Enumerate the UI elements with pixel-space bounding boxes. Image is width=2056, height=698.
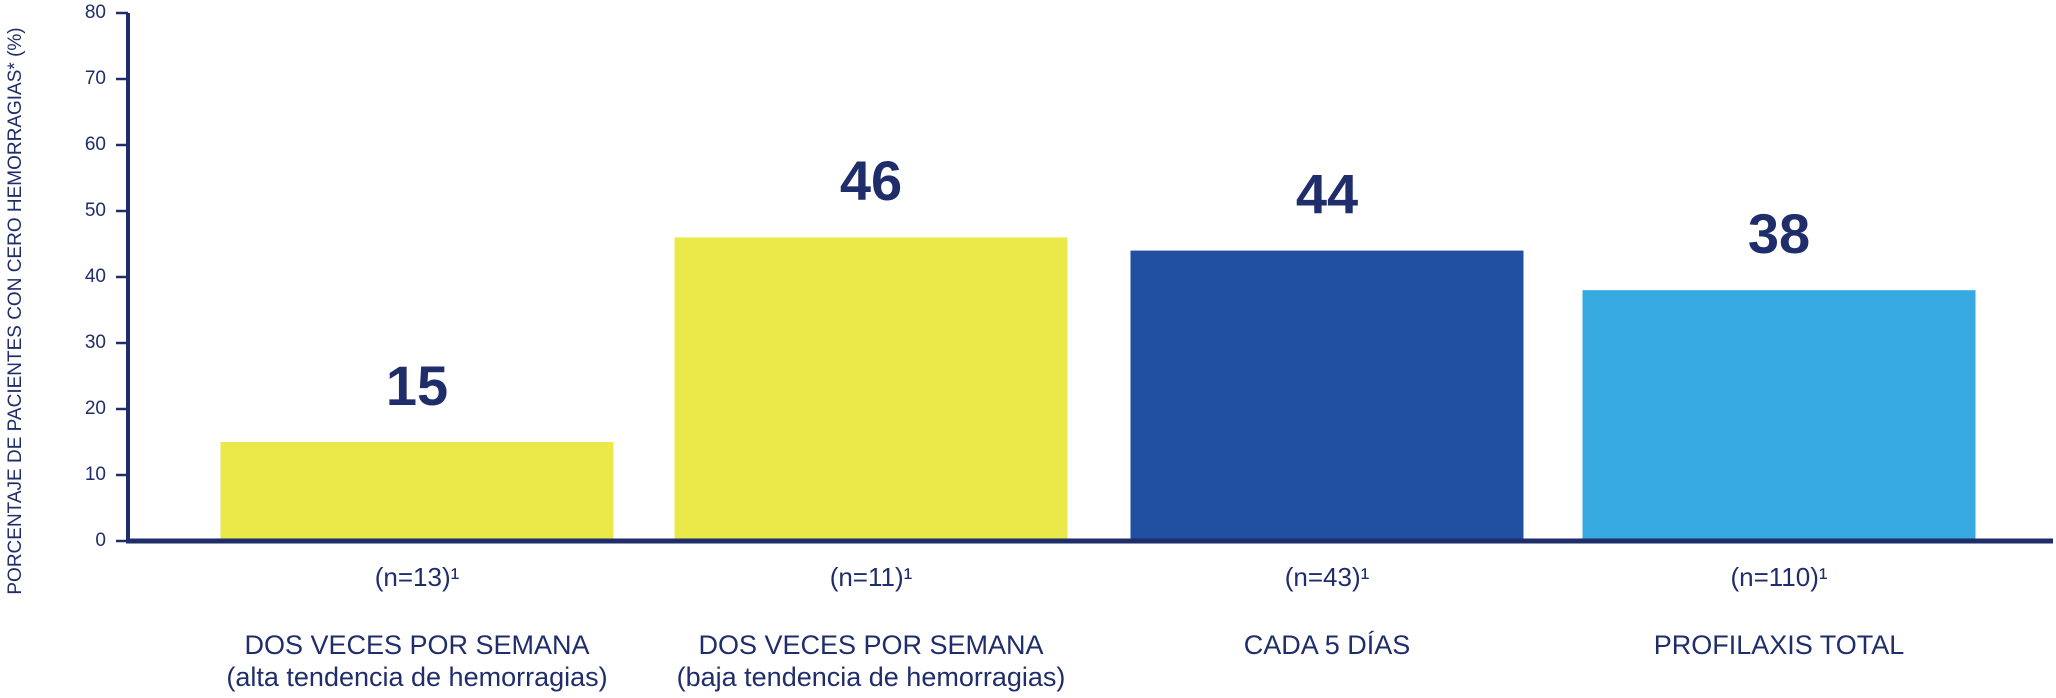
sample-size: (n=13)¹ <box>375 562 460 592</box>
bar <box>1582 290 1976 541</box>
x-tick-label: (alta tendencia de hemorragias) <box>226 662 607 692</box>
y-axis-title: PORCENTAJE DE PACIENTES CON CERO HEMORRA… <box>5 27 26 594</box>
x-tick-label: PROFILAXIS TOTAL <box>1654 630 1905 660</box>
y-tick-label: 40 <box>85 266 106 287</box>
y-tick-label: 0 <box>95 530 106 551</box>
y-tick-label: 60 <box>85 134 106 155</box>
sample-size: (n=43)¹ <box>1285 562 1370 592</box>
y-tick-label: 30 <box>85 332 106 353</box>
bar <box>674 237 1068 541</box>
x-tick-label: (baja tendencia de hemorragias) <box>677 662 1066 692</box>
y-tick-label: 70 <box>85 68 106 89</box>
bar <box>220 442 614 541</box>
value-label: 38 <box>1748 202 1810 265</box>
value-label: 46 <box>840 149 902 212</box>
x-tick-label: DOS VECES POR SEMANA <box>698 630 1043 660</box>
y-tick-label: 10 <box>85 464 106 485</box>
y-tick-label: 80 <box>85 2 106 23</box>
value-label: 15 <box>386 354 448 417</box>
x-tick-label: DOS VECES POR SEMANA <box>244 630 589 660</box>
sample-size: (n=11)¹ <box>830 562 913 592</box>
bar <box>1130 250 1524 541</box>
sample-size: (n=110)¹ <box>1730 562 1827 592</box>
value-label: 44 <box>1296 162 1358 225</box>
y-tick-label: 20 <box>85 398 106 419</box>
y-tick-label: 50 <box>85 200 106 221</box>
x-tick-label: CADA 5 DÍAS <box>1244 630 1411 660</box>
